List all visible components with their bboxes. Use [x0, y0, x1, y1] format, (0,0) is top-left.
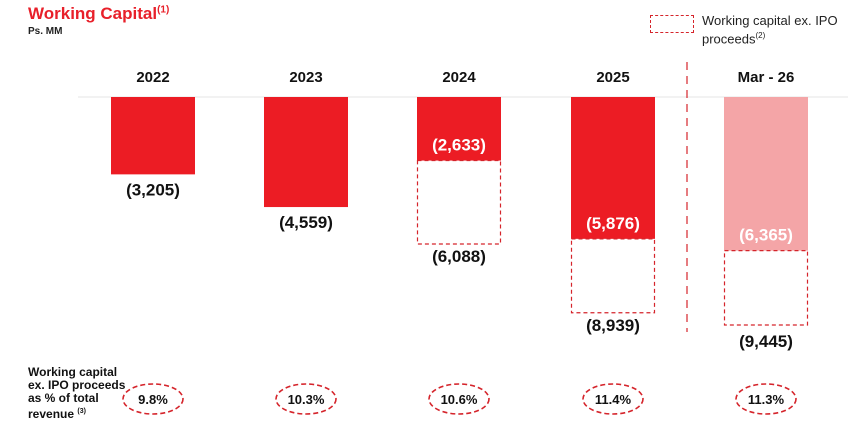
ratio-ellipse: [275, 383, 337, 415]
working-capital-value-label: (2,633): [432, 136, 486, 155]
legend-dashed-swatch: [650, 15, 694, 33]
legend-label-note: (2): [755, 31, 766, 40]
legend: Working capital ex. IPO proceeds(2): [650, 13, 862, 46]
unit-label: Ps. MM: [28, 26, 63, 37]
working-capital-value-label: (4,559): [279, 213, 333, 232]
category-label: 2023: [289, 69, 322, 86]
legend-label-text: Working capital ex. IPO proceeds: [702, 13, 838, 47]
ratio-row-label-note: (3): [77, 408, 86, 415]
ratio-row-label-text: Working capital ex. IPO proceeds as % of…: [28, 365, 126, 421]
ratio-ellipse: [428, 383, 490, 415]
working-capital-bar: [417, 97, 501, 161]
working-capital-bar: [264, 97, 348, 208]
ex-ipo-value-label: (8,939): [586, 316, 640, 335]
chart-title-note: (1): [157, 4, 170, 16]
category-label: 2022: [136, 69, 169, 86]
ex-ipo-value-label: (9,445): [739, 332, 793, 351]
category-label: 2025: [596, 69, 629, 86]
category-label: 2024: [442, 69, 476, 86]
working-capital-value-label: (6,365): [739, 226, 793, 245]
ratio-value-label: 10.6%: [441, 392, 478, 407]
working-capital-value-label: (5,876): [586, 214, 640, 233]
chart-title: Working Capital(1): [28, 4, 169, 24]
ex-ipo-value-label: (6,088): [432, 247, 486, 266]
working-capital-bar: [724, 97, 808, 251]
working-capital-bar: [111, 97, 195, 175]
legend-label: Working capital ex. IPO proceeds(2): [702, 13, 862, 46]
ratio-value-label: 11.3%: [748, 392, 785, 407]
ratio-ellipse: [582, 383, 644, 415]
ratio-ellipse: [735, 383, 797, 415]
ratio-value-label: 9.8%: [138, 392, 168, 407]
chart-title-text: Working Capital: [28, 4, 158, 23]
ratio-row-label: Working capital ex. IPO proceeds as % of…: [28, 366, 128, 421]
ratio-ellipse: [122, 383, 184, 415]
ratio-value-label: 11.4%: [595, 392, 632, 407]
working-capital-value-label: (3,205): [126, 180, 180, 199]
ratio-value-label: 10.3%: [288, 392, 325, 407]
ex-ipo-dashed-bar: [723, 250, 809, 326]
ex-ipo-dashed-bar: [570, 238, 656, 314]
working-capital-bar: [571, 97, 655, 239]
ex-ipo-dashed-bar: [416, 159, 502, 245]
category-label: Mar - 26: [738, 69, 795, 86]
